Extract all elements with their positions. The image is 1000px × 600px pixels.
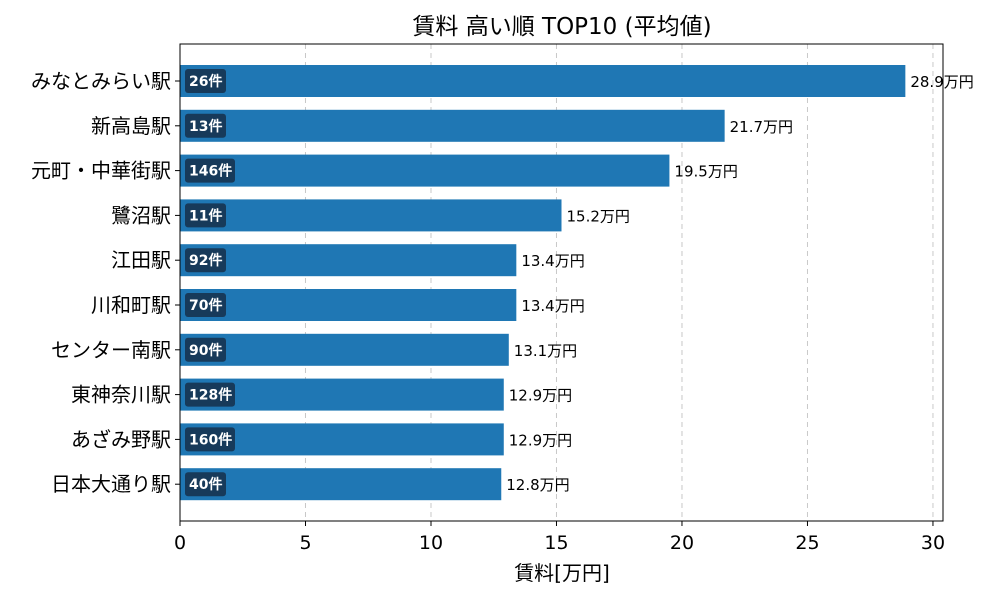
count-badge-4	[185, 248, 226, 273]
bar-6	[180, 333, 509, 366]
value-label-1: 21.7万円	[730, 118, 793, 136]
count-badge-1	[185, 113, 226, 138]
count-badge-label-0: 26件	[189, 73, 222, 90]
x-tick-label-3: 15	[544, 532, 568, 554]
count-badge-label-8: 160件	[189, 431, 232, 448]
chart-title: 賃料 高い順 TOP10 (平均値)	[412, 14, 711, 40]
x-axis-label: 賃料[万円]	[514, 561, 610, 585]
bar-0	[180, 65, 906, 97]
value-label-0: 28.9万円	[910, 73, 973, 91]
category-label-8: あざみ野駅	[71, 427, 171, 451]
x-tick-label-1: 5	[299, 532, 311, 554]
count-badge-label-3: 11件	[189, 207, 222, 224]
count-badge-label-1: 13件	[189, 118, 222, 135]
plot-frame	[179, 43, 944, 522]
x-tick-label-4: 20	[670, 532, 694, 554]
count-badge-label-4: 92件	[189, 252, 222, 269]
x-tick-label-5: 25	[795, 532, 819, 554]
count-badge-8	[185, 427, 235, 452]
x-tick-label-2: 10	[419, 532, 443, 554]
bar-5	[180, 289, 517, 321]
x-tick-label-6: 30	[921, 532, 945, 554]
value-label-6: 13.1万円	[514, 342, 577, 360]
category-label-2: 元町・中華街駅	[31, 159, 171, 183]
count-badge-5	[185, 293, 226, 317]
count-badge-2	[185, 158, 235, 183]
bar-4	[180, 244, 517, 277]
category-label-7: 東神奈川駅	[71, 383, 171, 407]
category-label-0: みなとみらい駅	[31, 69, 171, 93]
count-badge-label-9: 40件	[189, 476, 222, 493]
count-badge-label-7: 128件	[189, 387, 232, 404]
count-badge-6	[185, 337, 226, 362]
count-badge-0	[185, 69, 226, 93]
value-label-5: 13.4万円	[521, 297, 584, 315]
bar-3	[180, 199, 562, 232]
bar-9	[180, 468, 502, 501]
value-label-7: 12.9万円	[509, 387, 572, 405]
count-badge-label-5: 70件	[189, 297, 222, 314]
count-badge-9	[185, 472, 226, 497]
bars	[180, 65, 906, 501]
category-label-6: センター南駅	[51, 338, 171, 362]
bar-1	[180, 109, 725, 142]
value-label-2: 19.5万円	[674, 163, 737, 181]
category-label-5: 川和町駅	[91, 293, 171, 317]
count-badge-label-2: 146件	[189, 163, 232, 180]
category-label-1: 新高島駅	[91, 114, 171, 138]
count-badge-7	[185, 382, 235, 407]
x-tick-label-0: 0	[174, 532, 186, 554]
count-badge-3	[185, 203, 226, 228]
value-label-8: 12.9万円	[509, 431, 572, 449]
category-label-4: 江田駅	[111, 248, 171, 272]
value-label-9: 12.8万円	[506, 476, 569, 494]
value-label-3: 15.2万円	[567, 207, 630, 225]
labels: 26件 28.9万円 みなとみらい駅 13件 21.7万円 新高島駅 146件 19.5万円 元…	[31, 69, 974, 554]
category-label-3: 鷺沼駅	[111, 203, 171, 227]
value-label-4: 13.4万円	[521, 252, 584, 270]
bar-2	[180, 154, 670, 187]
count-badge-label-6: 90件	[189, 342, 222, 359]
axes	[175, 43, 944, 526]
category-label-9: 日本大通り駅	[51, 472, 171, 496]
